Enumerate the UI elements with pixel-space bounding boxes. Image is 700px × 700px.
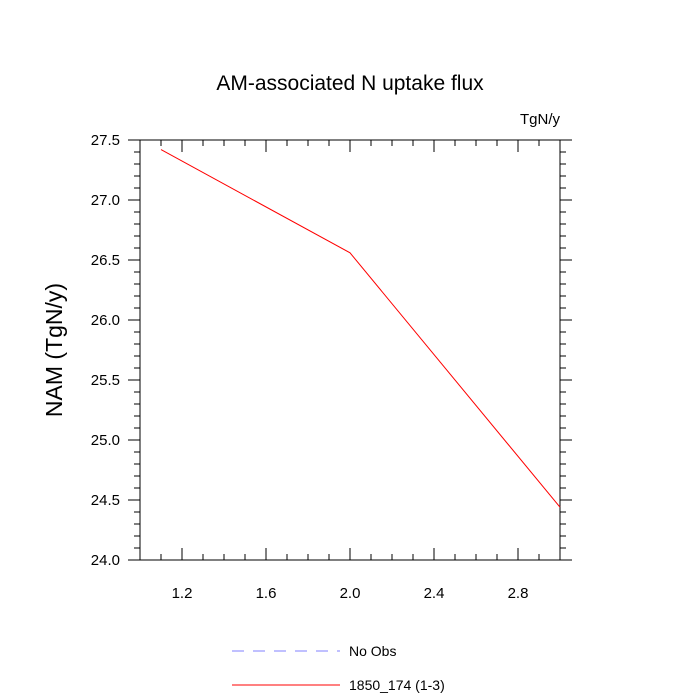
- x-tick-label: 1.2: [172, 585, 193, 602]
- y-tick-label: 26.0: [91, 312, 120, 329]
- x-tick-label: 2.0: [340, 585, 361, 602]
- y-tick-label: 25.5: [91, 372, 120, 389]
- y-tick-label: 27.5: [91, 132, 120, 149]
- legend-label: No Obs: [349, 643, 396, 659]
- y-axis-label: NAM (TgN/y): [41, 283, 67, 417]
- x-tick-label: 1.6: [256, 585, 277, 602]
- series-lines: [160, 149, 561, 508]
- axis-ticks: [128, 139, 572, 561]
- chart-title: AM-associated N uptake flux: [216, 72, 484, 95]
- tick-labels: 1.2 1.6 2.0 2.4 2.8 24.0 24.5 25.0 25.5 26.0 26.5 2…: [91, 132, 529, 602]
- x-tick-label: 2.4: [424, 585, 445, 602]
- legend-label: 1850_174 (1-3): [349, 677, 445, 693]
- legend: No Obs 1850_174 (1-3): [232, 643, 445, 693]
- units-label: TgN/y: [520, 111, 561, 128]
- y-tick-label: 27.0: [91, 192, 120, 209]
- x-tick-label: 2.8: [508, 585, 529, 602]
- series-line: [160, 149, 561, 508]
- plot-frame: [139, 139, 561, 561]
- y-tick-label: 24.0: [91, 552, 120, 569]
- y-tick-label: 26.5: [91, 252, 120, 269]
- y-tick-label: 25.0: [91, 432, 120, 449]
- y-tick-label: 24.5: [91, 492, 120, 509]
